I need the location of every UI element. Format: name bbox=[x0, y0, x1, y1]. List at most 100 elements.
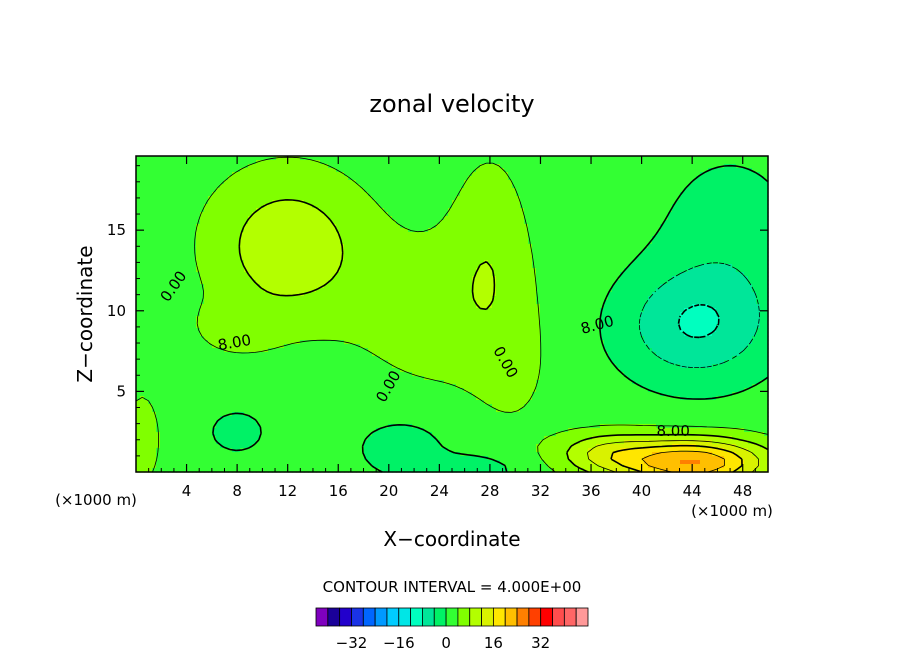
contour-fill-cell bbox=[216, 276, 221, 281]
contour-fill-cell bbox=[752, 232, 757, 237]
contour-fill-cell bbox=[512, 248, 517, 253]
contour-fill-cell bbox=[516, 176, 521, 181]
contour-fill-cell bbox=[224, 188, 229, 193]
contour-fill-cell bbox=[488, 164, 493, 169]
contour-fill-cell bbox=[480, 212, 485, 217]
contour-fill-cell bbox=[532, 236, 537, 241]
contour-fill-cell bbox=[440, 264, 445, 269]
contour-fill-cell bbox=[412, 176, 417, 181]
contour-fill-cell bbox=[748, 196, 753, 201]
contour-fill-cell bbox=[744, 164, 749, 169]
contour-fill-cell bbox=[560, 224, 565, 229]
contour-fill-cell bbox=[540, 176, 545, 181]
contour-fill-cell bbox=[664, 212, 669, 217]
contour-fill-cell bbox=[612, 276, 617, 281]
contour-fill-cell bbox=[400, 176, 405, 181]
contour-fill-cell bbox=[260, 208, 265, 213]
contour-fill-cell bbox=[448, 176, 453, 181]
contour-fill-cell bbox=[224, 172, 229, 177]
contour-fill-cell bbox=[560, 244, 565, 249]
contour-fill-cell bbox=[508, 224, 513, 229]
contour-fill-cell bbox=[628, 272, 633, 277]
contour-fill-cell bbox=[528, 260, 533, 265]
contour-fill-cell bbox=[236, 200, 241, 205]
contour-fill-cell bbox=[448, 244, 453, 249]
contour-fill-cell bbox=[284, 248, 289, 253]
contour-fill-cell bbox=[628, 164, 633, 169]
contour-fill-cell bbox=[524, 280, 529, 285]
contour-fill-cell bbox=[248, 168, 253, 173]
contour-fill-cell bbox=[760, 188, 765, 193]
contour-fill-cell bbox=[540, 236, 545, 241]
contour-fill-cell bbox=[420, 256, 425, 261]
contour-fill-cell bbox=[472, 260, 477, 265]
contour-fill-cell bbox=[732, 192, 737, 197]
contour-fill-cell bbox=[540, 248, 545, 253]
contour-fill-cell bbox=[364, 180, 369, 185]
contour-fill-cell bbox=[344, 212, 349, 217]
contour-fill-cell bbox=[732, 160, 737, 165]
contour-fill-cell bbox=[568, 244, 573, 249]
contour-fill-cell bbox=[548, 264, 553, 269]
contour-fill-cell bbox=[256, 268, 261, 273]
contour-fill-cell bbox=[476, 212, 481, 217]
contour-fill-cell bbox=[600, 184, 605, 189]
contour-fill-cell bbox=[472, 184, 477, 189]
contour-fill-cell bbox=[608, 196, 613, 201]
contour-fill-cell bbox=[556, 172, 561, 177]
contour-fill-cell bbox=[312, 184, 317, 189]
contour-fill-cell bbox=[164, 200, 169, 205]
contour-fill-cell bbox=[484, 268, 489, 273]
contour-fill-cell bbox=[364, 272, 369, 277]
contour-fill-cell bbox=[696, 200, 701, 205]
contour-fill-cell bbox=[144, 200, 149, 205]
contour-fill-cell bbox=[480, 204, 485, 209]
contour-fill-cell bbox=[740, 216, 745, 221]
contour-fill-cell bbox=[540, 272, 545, 277]
contour-fill-cell bbox=[416, 256, 421, 261]
contour-fill-cell bbox=[556, 204, 561, 209]
contour-fill-cell bbox=[212, 252, 217, 257]
contour-fill-cell bbox=[524, 260, 529, 265]
contour-fill-cell bbox=[216, 156, 221, 161]
contour-fill-cell bbox=[172, 192, 177, 197]
contour-fill-cell bbox=[420, 228, 425, 233]
contour-fill-cell bbox=[664, 188, 669, 193]
contour-fill-cell bbox=[728, 244, 733, 249]
contour-fill-cell bbox=[596, 196, 601, 201]
contour-fill-cell bbox=[352, 272, 357, 277]
contour-fill-cell bbox=[388, 192, 393, 197]
contour-fill-cell bbox=[696, 240, 701, 245]
contour-fill-cell bbox=[144, 272, 149, 277]
contour-fill-cell bbox=[636, 228, 641, 233]
contour-fill-cell bbox=[744, 200, 749, 205]
contour-fill-cell bbox=[684, 212, 689, 217]
contour-fill-cell bbox=[400, 240, 405, 245]
contour-fill-cell bbox=[356, 252, 361, 257]
contour-fill-cell bbox=[340, 272, 345, 277]
contour-fill-cell bbox=[348, 236, 353, 241]
contour-fill-cell bbox=[348, 180, 353, 185]
contour-fill-cell bbox=[724, 236, 729, 241]
contour-fill-cell bbox=[264, 256, 269, 261]
contour-fill-cell bbox=[596, 248, 601, 253]
contour-fill-cell bbox=[656, 264, 661, 269]
contour-fill-cell bbox=[612, 264, 617, 269]
contour-fill-cell bbox=[168, 200, 173, 205]
contour-fill-cell bbox=[752, 188, 757, 193]
contour-fill-cell bbox=[212, 244, 217, 249]
contour-fill-cell bbox=[652, 188, 657, 193]
contour-fill-cell bbox=[604, 184, 609, 189]
contour-fill-cell bbox=[348, 240, 353, 245]
contour-fill-cell bbox=[372, 276, 377, 281]
contour-fill-cell bbox=[316, 204, 321, 209]
contour-fill-cell bbox=[548, 176, 553, 181]
contour-fill-cell bbox=[612, 220, 617, 225]
contour-fill-cell bbox=[416, 260, 421, 265]
contour-fill-cell bbox=[756, 240, 761, 245]
contour-fill-cell bbox=[408, 240, 413, 245]
contour-fill-cell bbox=[568, 264, 573, 269]
contour-fill-cell bbox=[320, 224, 325, 229]
contour-fill-cell bbox=[296, 156, 301, 161]
contour-fill-cell bbox=[684, 228, 689, 233]
